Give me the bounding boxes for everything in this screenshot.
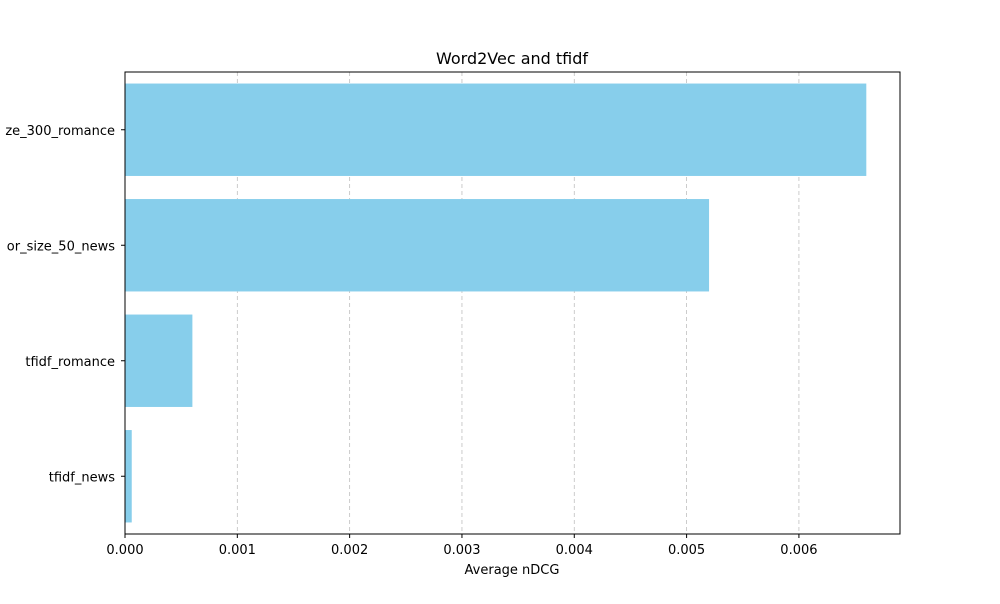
bars xyxy=(125,83,867,523)
x-axis-label: Average nDCG xyxy=(465,563,560,578)
x-tick-label: 0.004 xyxy=(556,543,593,558)
x-tick-label: 0.001 xyxy=(219,543,256,558)
x-tick-label: 0.003 xyxy=(443,543,480,558)
x-tick-label: 0.000 xyxy=(106,543,143,558)
plot-frame xyxy=(124,71,901,535)
y-axis-ticks: tfidf_news tfidf_romance or_size_50_news ze… xyxy=(5,124,125,485)
bar-ze-300-romance xyxy=(125,83,867,176)
y-tick-label: or_size_50_news xyxy=(7,239,115,254)
y-tick-label: tfidf_romance xyxy=(25,355,115,370)
y-tick-label: ze_300_romance xyxy=(5,124,115,139)
chart-title: Word2Vec and tfidf xyxy=(436,49,588,68)
bar-or-size-50-news xyxy=(125,199,710,292)
bar-tfidf-news xyxy=(125,430,132,523)
bar-tfidf-romance xyxy=(125,314,193,407)
x-axis-ticks: 0.000 0.001 0.002 0.003 0.004 0.005 0.006 xyxy=(106,534,818,558)
x-tick-label: 0.002 xyxy=(331,543,368,558)
y-tick-label: tfidf_news xyxy=(49,470,115,485)
x-tick-label: 0.005 xyxy=(668,543,705,558)
x-tick-label: 0.006 xyxy=(780,543,817,558)
